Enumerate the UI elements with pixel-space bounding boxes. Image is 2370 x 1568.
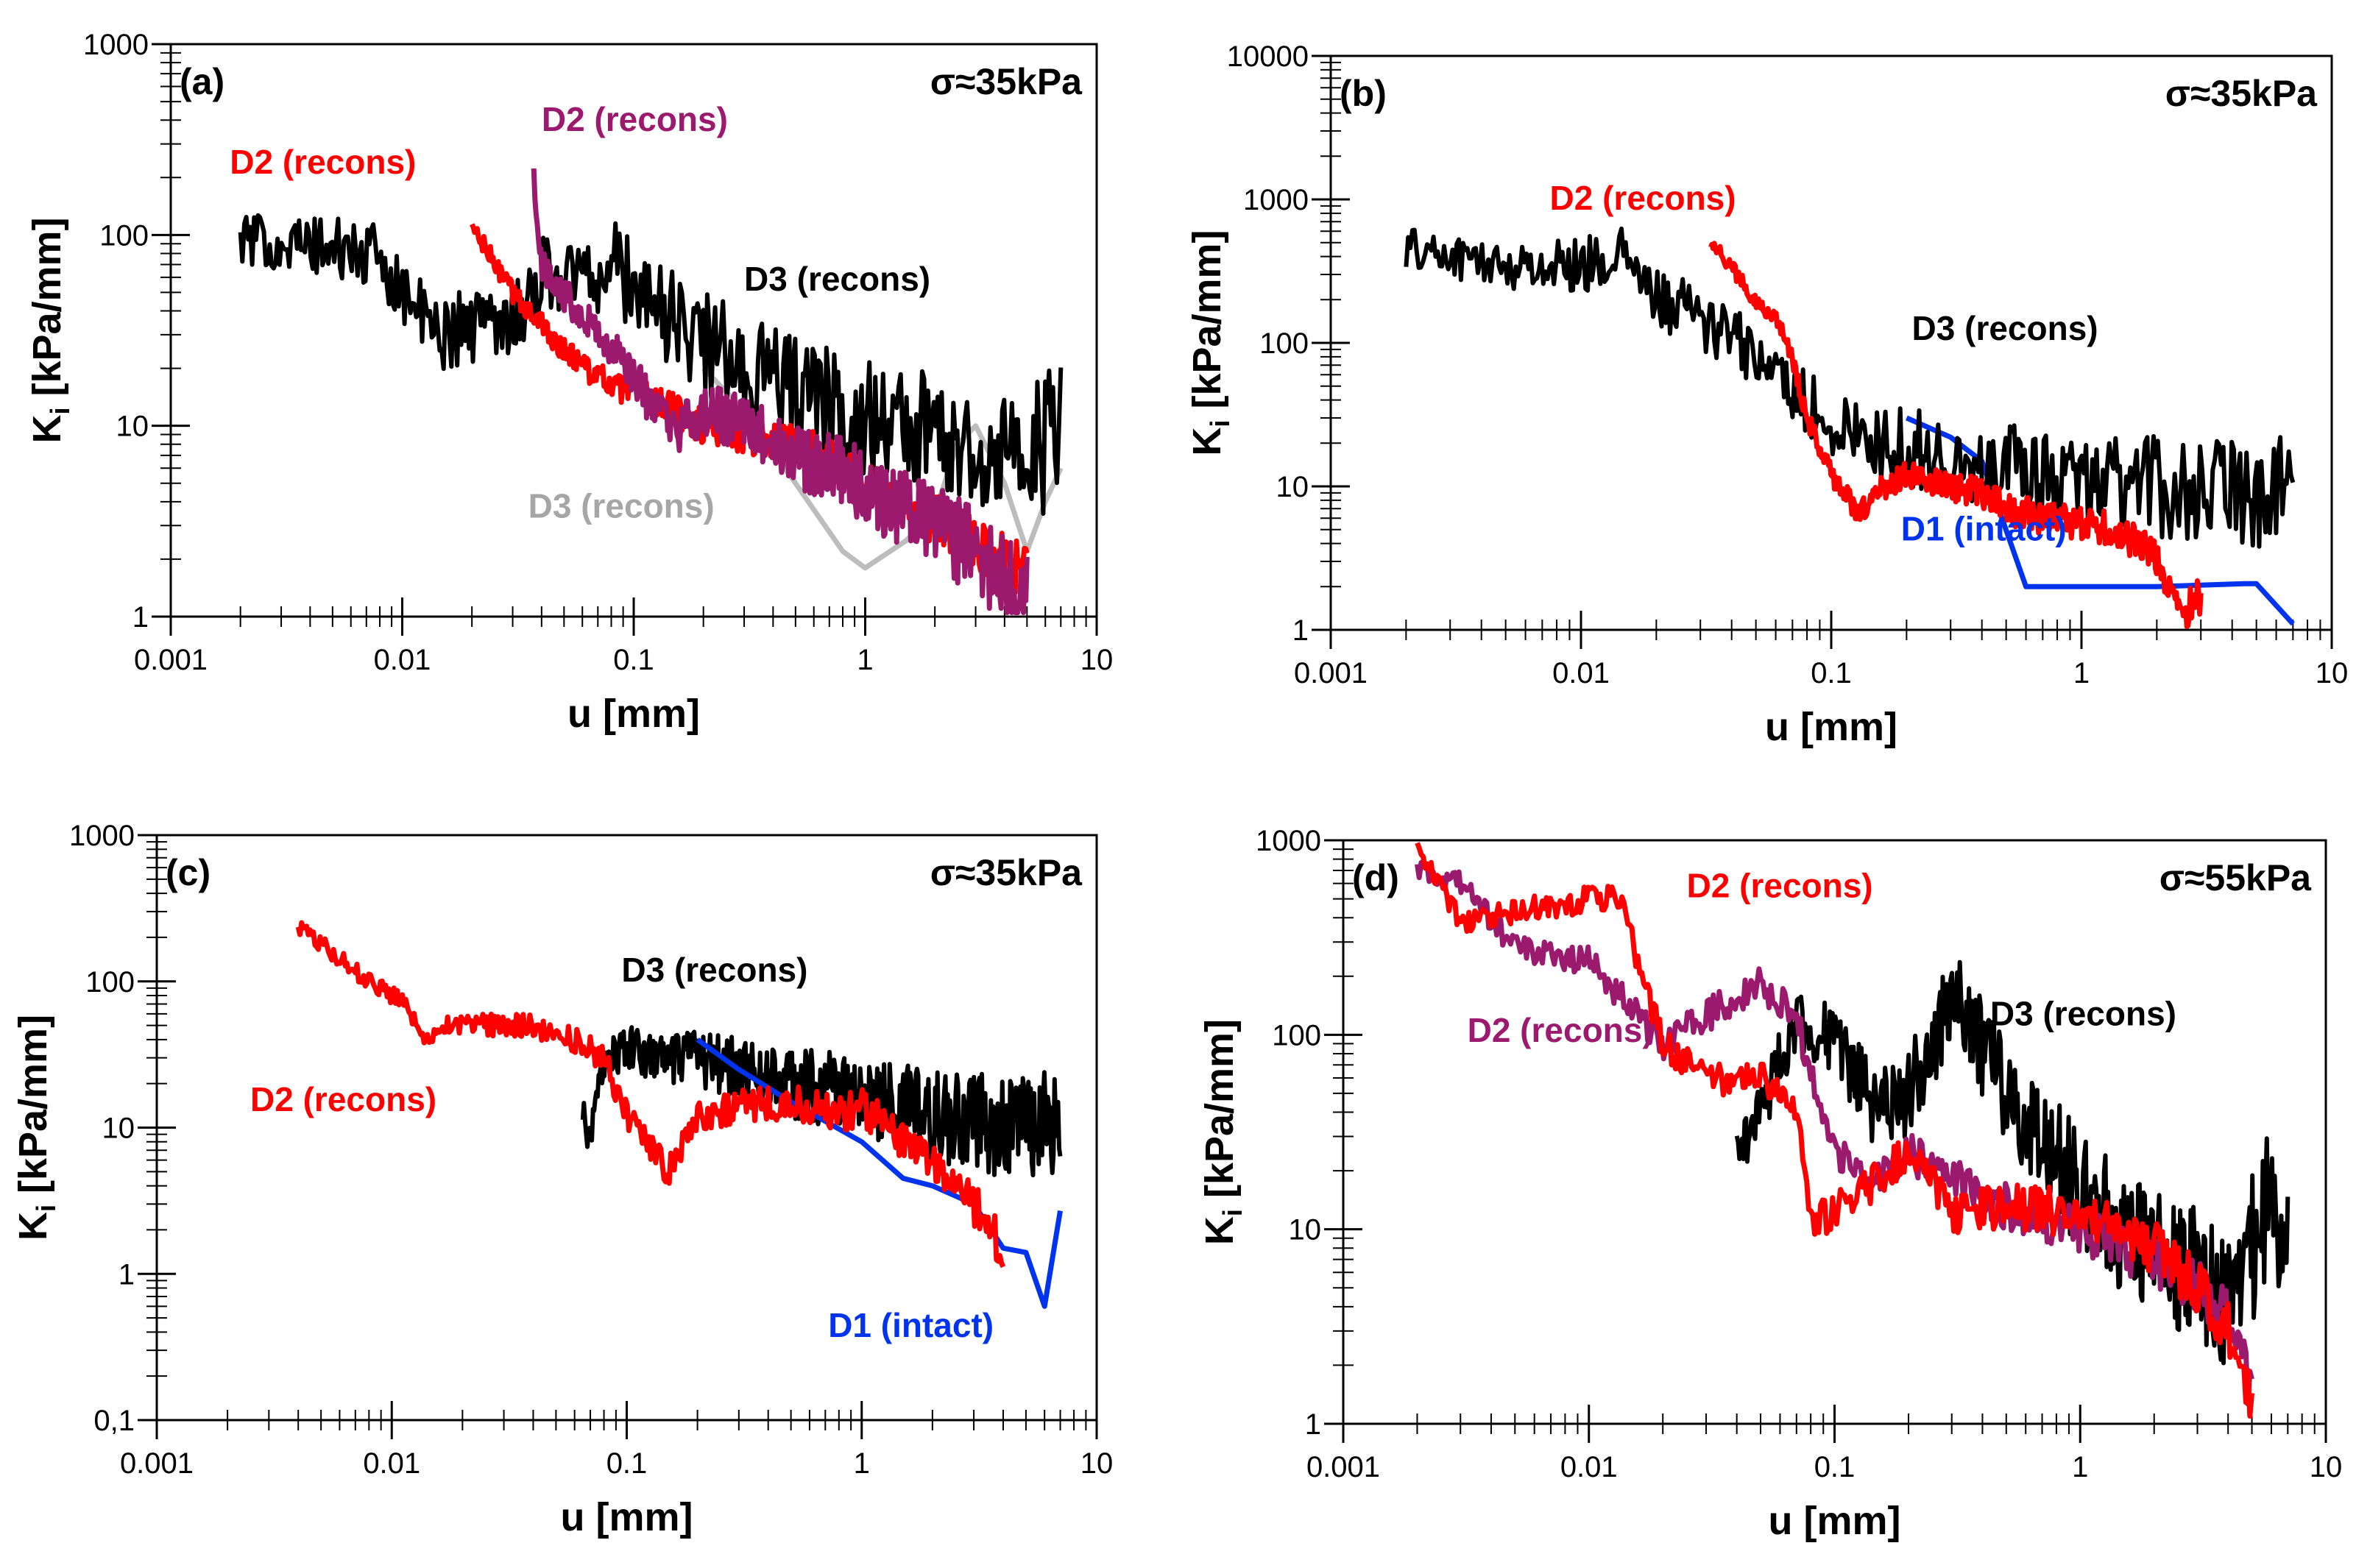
- y-tick-label: 1: [1305, 1408, 1321, 1441]
- x-tick-label: 0.01: [374, 644, 431, 676]
- chart-panel-1: 0.001 0.01 0.1 1 10 1 10 100 1000 u [mm] Ki [kPa/m…: [25, 29, 1113, 736]
- series-line: [1708, 241, 2204, 629]
- y-tick-label: 100: [1259, 327, 1309, 360]
- series-line: [238, 213, 1064, 516]
- stress-annotation: σ≈35kPa: [2165, 73, 2318, 114]
- y-tick-label: 1000: [69, 820, 135, 852]
- x-axis-title: u [mm]: [561, 1495, 693, 1539]
- chart-panel-3: 0.001 0.01 0.1 1 10 0,1 1 10 100 1000 u [mm] Ki [kP…: [11, 820, 1113, 1539]
- x-tick-label: 0.1: [613, 644, 654, 676]
- x-tick-label: 0.01: [363, 1447, 420, 1480]
- chart-panel-2: 0.001 0.01 0.1 1 10 1 10 100 1000 10000 u [mm] Ki […: [1185, 40, 2348, 749]
- series-label: D2 (recons): [1550, 179, 1736, 217]
- x-tick-label: 0.01: [1560, 1451, 1618, 1483]
- y-tick-label: 1: [132, 601, 149, 634]
- series-line: [1404, 226, 2296, 549]
- stress-annotation: σ≈35kPa: [930, 61, 1083, 102]
- panel-label: (b): [1340, 73, 1387, 114]
- series-label: D3 (recons): [1912, 309, 2098, 347]
- x-tick-label: 0.1: [1814, 1451, 1856, 1483]
- y-tick-label: 1: [1292, 614, 1309, 647]
- series-label: D1 (intact): [828, 1306, 994, 1344]
- y-tick-label: 1: [118, 1258, 135, 1291]
- x-tick-label: 10: [2316, 657, 2349, 689]
- y-tick-label: 10: [102, 1113, 135, 1145]
- x-tick-label: 0.001: [1294, 657, 1368, 689]
- x-axis-title: u [mm]: [567, 692, 700, 736]
- x-tick-label: 10: [1080, 644, 1114, 676]
- series-label: D3 (recons): [621, 951, 807, 989]
- y-axis-title: Ki [kPa/mm]: [11, 1015, 61, 1241]
- x-tick-label: 0.001: [134, 644, 208, 676]
- y-axis-title: Ki [kPa/mm]: [1185, 230, 1235, 455]
- x-tick-label: 1: [854, 1447, 870, 1480]
- series-label: D2 (recons): [542, 100, 728, 138]
- series-label: D1 (intact): [1901, 509, 2067, 547]
- series-label: D3 (recons): [744, 260, 930, 298]
- series-line: [295, 920, 1006, 1269]
- series-label: D3 (recons): [1990, 994, 2176, 1032]
- x-tick-label: 0.001: [1306, 1451, 1380, 1483]
- y-axis-title: Ki [kPa/mm]: [25, 217, 75, 443]
- x-tick-label: 0.01: [1552, 657, 1610, 689]
- y-tick-label: 100: [1272, 1019, 1321, 1051]
- y-tick-label: 10: [1289, 1214, 1322, 1246]
- chart-panel-4: 0.001 0.01 0.1 1 10 1 10 100 1000 u [mm] Ki [kPa/m…: [1198, 825, 2342, 1543]
- y-tick-label: 100: [99, 219, 149, 252]
- y-axis-title: Ki [kPa/mm]: [1198, 1019, 1248, 1245]
- y-tick-label: 10: [1276, 471, 1309, 503]
- x-tick-label: 0.001: [120, 1447, 194, 1480]
- panel-label: (c): [166, 852, 211, 893]
- x-tick-label: 1: [2073, 657, 2090, 689]
- x-tick-label: 0.1: [1811, 657, 1852, 689]
- series-label: D3 (recons): [528, 487, 715, 525]
- panel-label: (a): [180, 61, 224, 102]
- series-line: [1415, 842, 2254, 1419]
- series-line: [696, 1037, 1063, 1309]
- y-tick-label: 1000: [1256, 825, 1321, 857]
- y-tick-label: 10000: [1227, 40, 1309, 73]
- x-tick-label: 10: [1080, 1447, 1114, 1480]
- panel-label: (d): [1352, 857, 1399, 898]
- plot-frame: [1329, 54, 2333, 631]
- series-line: [1415, 859, 2254, 1407]
- y-tick-label: 10: [116, 411, 149, 443]
- series-label: D2 (recons): [250, 1080, 436, 1118]
- series-label: D2 (recons): [1468, 1011, 1654, 1049]
- y-tick-label: 1000: [83, 29, 149, 61]
- x-tick-label: 1: [2072, 1451, 2088, 1483]
- y-tick-label: 100: [85, 966, 135, 998]
- y-tick-label: 1000: [1243, 184, 1309, 216]
- series-line: [531, 168, 1030, 615]
- series-label: D2 (recons): [1687, 866, 1873, 904]
- x-axis-title: u [mm]: [1769, 1499, 1901, 1543]
- x-tick-label: 0.1: [606, 1447, 648, 1480]
- x-tick-label: 1: [857, 644, 873, 676]
- stress-annotation: σ≈35kPa: [930, 852, 1083, 893]
- x-tick-label: 10: [2310, 1451, 2343, 1483]
- y-tick-label: 0,1: [93, 1405, 135, 1437]
- x-axis-title: u [mm]: [1765, 705, 1897, 749]
- series-label: D2 (recons): [230, 143, 416, 181]
- stress-annotation: σ≈55kPa: [2159, 857, 2312, 898]
